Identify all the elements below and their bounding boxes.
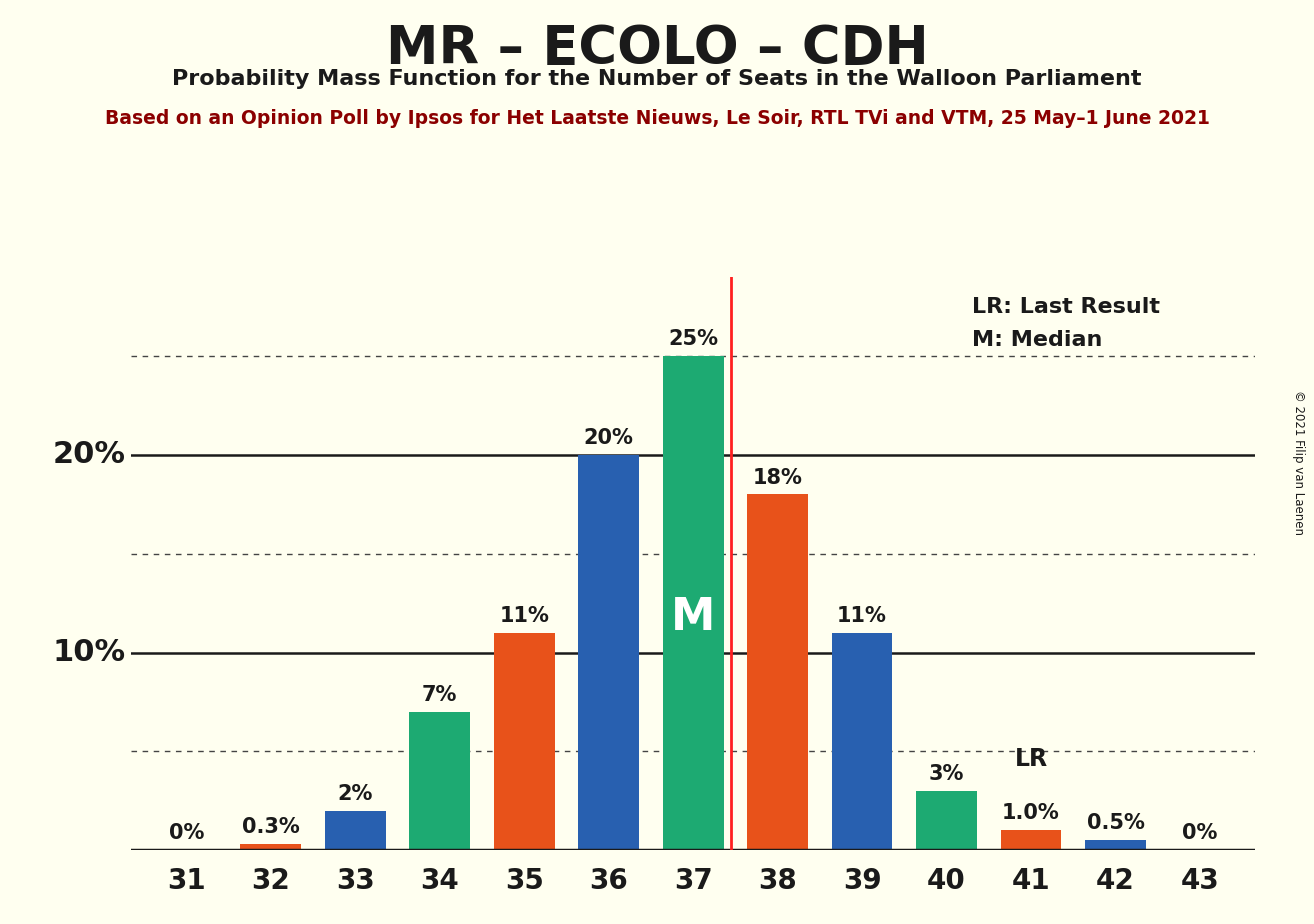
Bar (662, 357, 724, 850)
Text: MR – ECOLO – CDH: MR – ECOLO – CDH (385, 23, 929, 75)
Text: 20%: 20% (53, 441, 126, 469)
Text: 11%: 11% (499, 606, 549, 626)
Text: 0%: 0% (1183, 823, 1218, 844)
Bar (409, 711, 470, 850)
Text: Probability Mass Function for the Number of Seats in the Walloon Parliament: Probability Mass Function for the Number… (172, 69, 1142, 90)
Text: LR: LR (1014, 748, 1047, 771)
Text: 20%: 20% (583, 428, 633, 448)
Text: 11%: 11% (837, 606, 887, 626)
Text: 0.5%: 0.5% (1087, 813, 1144, 833)
Text: LR: Last Result: LR: Last Result (972, 297, 1160, 317)
Text: 1.0%: 1.0% (1003, 803, 1060, 823)
Bar (1000, 831, 1062, 850)
Bar (494, 633, 555, 850)
Bar (1085, 840, 1146, 850)
Text: 2%: 2% (338, 784, 373, 804)
Text: 3%: 3% (929, 764, 964, 784)
Text: 10%: 10% (53, 638, 126, 667)
Text: 18%: 18% (753, 468, 803, 488)
Bar (832, 633, 892, 850)
Text: 7%: 7% (422, 685, 457, 705)
Bar (748, 494, 808, 850)
Bar (325, 810, 385, 850)
Bar (578, 455, 639, 850)
Text: M: M (671, 597, 715, 639)
Text: 0.3%: 0.3% (242, 817, 300, 837)
Bar (916, 791, 976, 850)
Bar (240, 845, 301, 850)
Text: Based on an Opinion Poll by Ipsos for Het Laatste Nieuws, Le Soir, RTL TVi and V: Based on an Opinion Poll by Ipsos for He… (105, 109, 1209, 128)
Text: © 2021 Filip van Laenen: © 2021 Filip van Laenen (1292, 390, 1305, 534)
Text: 0%: 0% (168, 823, 204, 844)
Text: 25%: 25% (668, 329, 719, 349)
Text: M: Median: M: Median (972, 331, 1102, 350)
